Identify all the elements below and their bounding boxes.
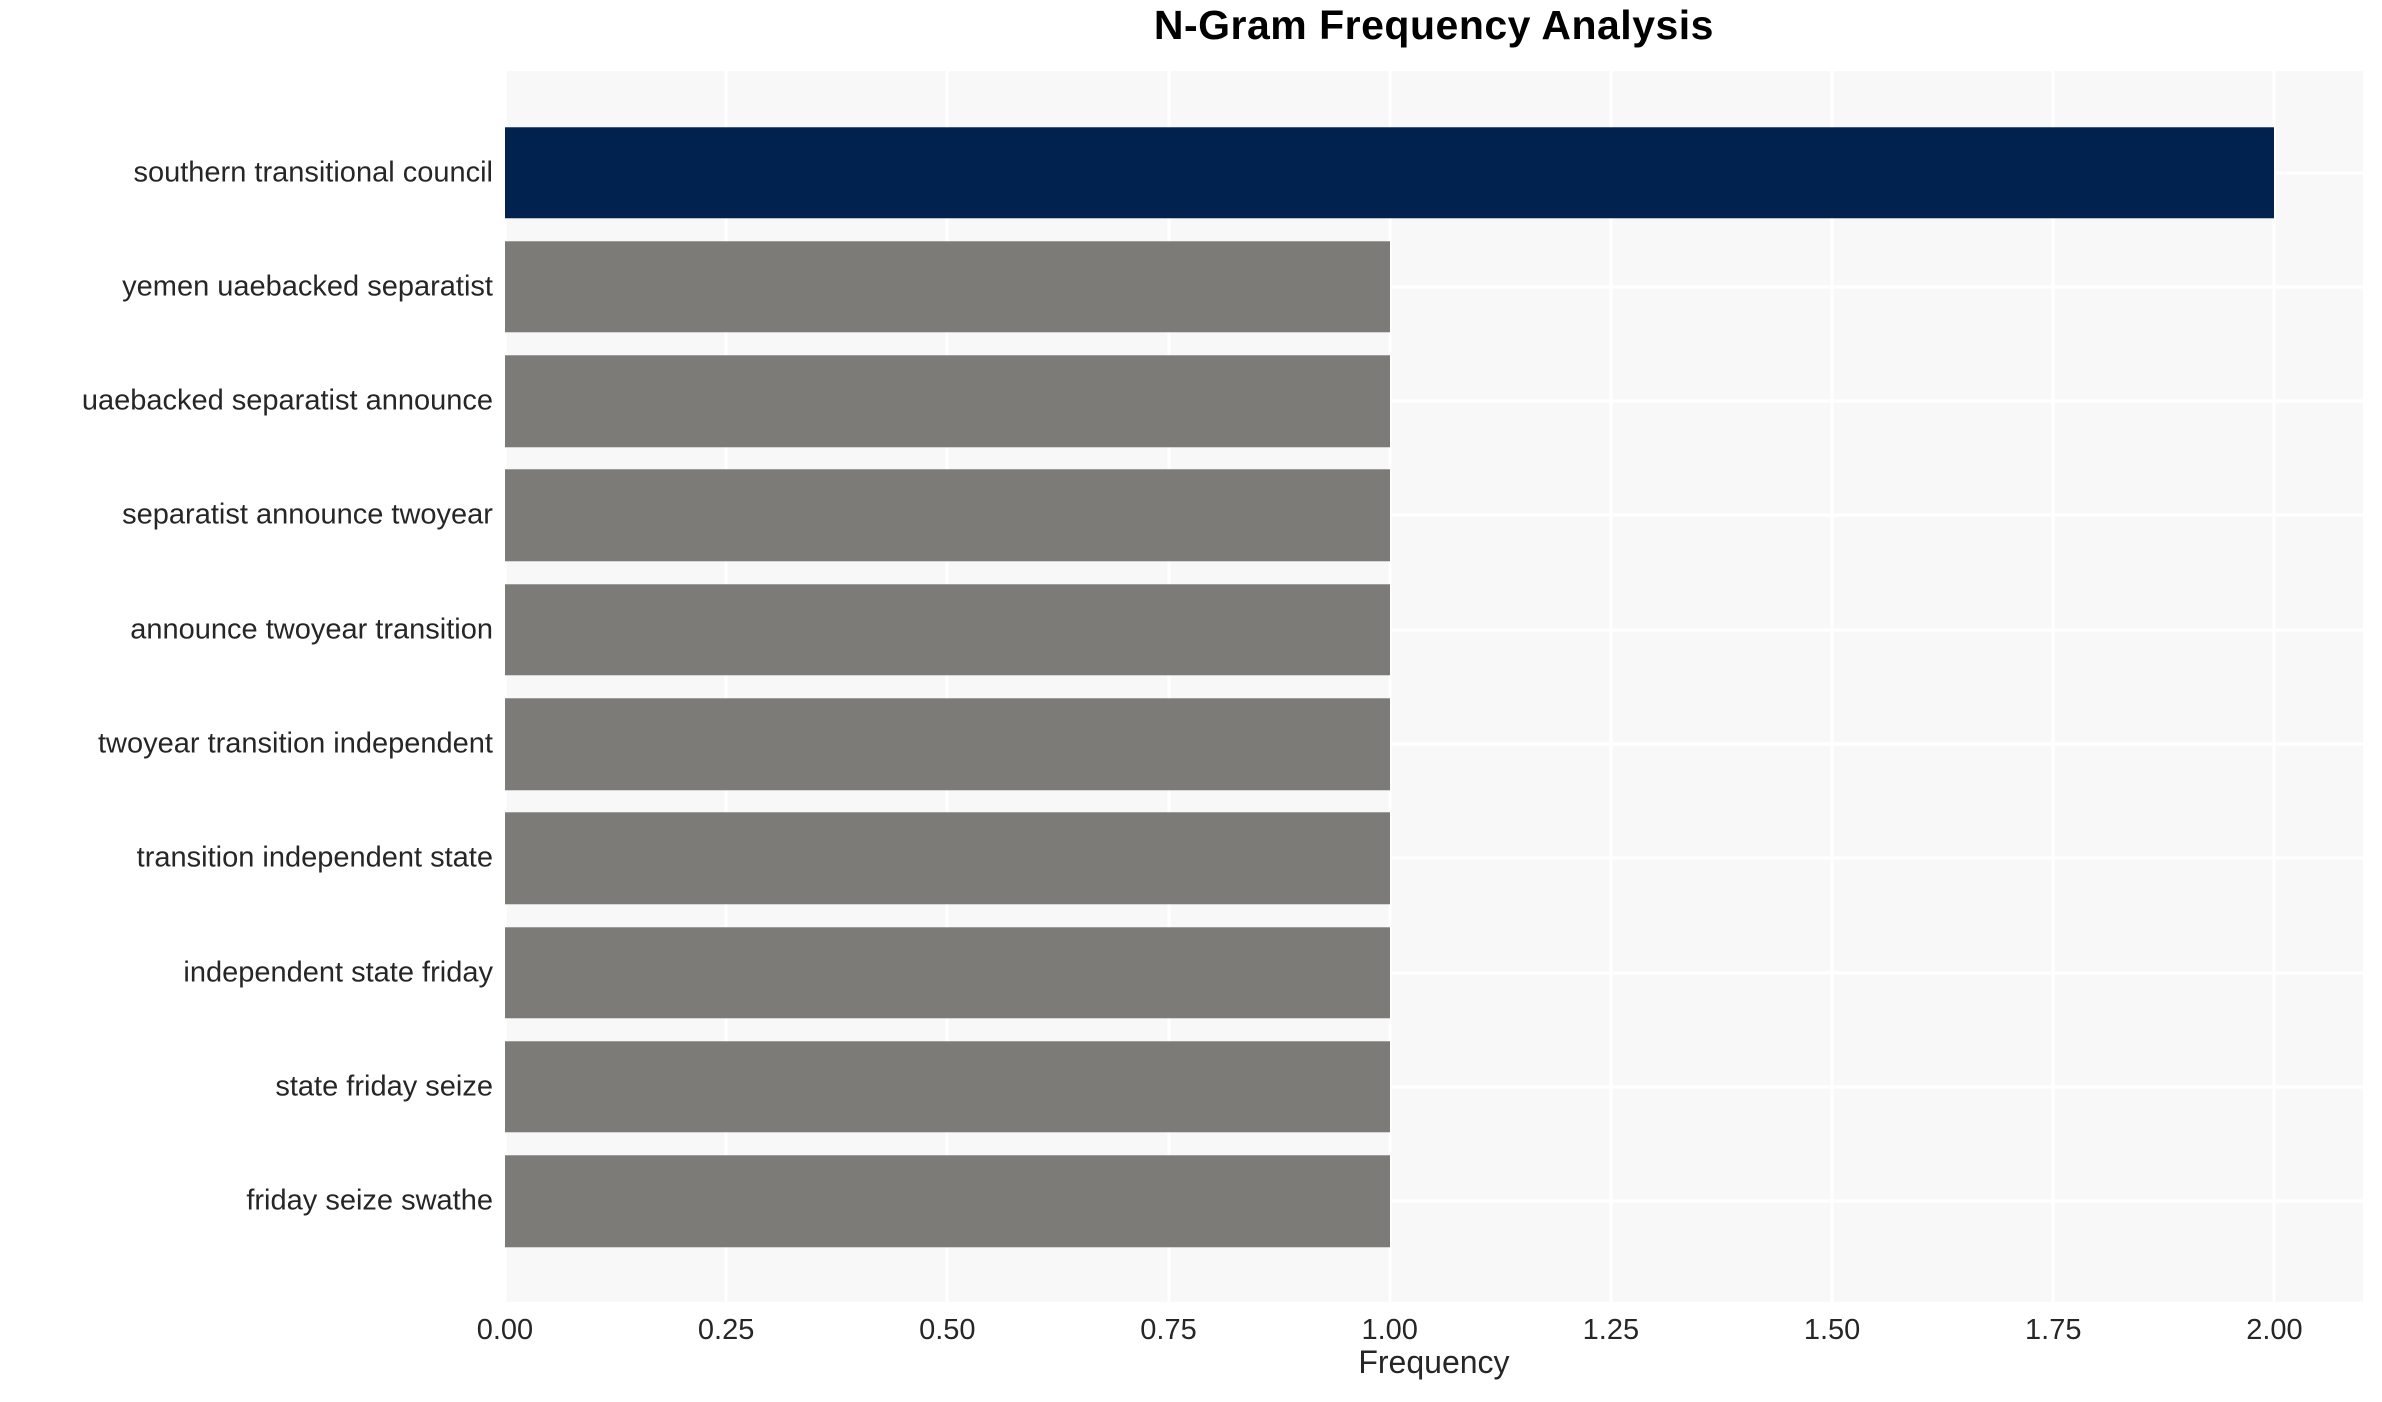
x-axis-tick-label: 0.50 (919, 1314, 976, 1347)
y-axis-label: twoyear transition independent (97, 727, 493, 760)
bar (504, 241, 1390, 333)
x-axis-tick-label: 1.75 (2025, 1314, 2082, 1347)
chart-title: N-Gram Frequency Analysis (1153, 2, 1714, 48)
y-axis-label: independent state friday (183, 956, 493, 989)
y-axis-label: state friday seize (275, 1070, 493, 1103)
gridline-vertical (1167, 70, 1171, 1302)
gridline-horizontal (504, 1085, 2363, 1089)
gridline-vertical (945, 70, 949, 1302)
x-axis-tick-label: 2.00 (2246, 1314, 2303, 1347)
x-axis-tick-label: 0.75 (1140, 1314, 1197, 1347)
gridline-vertical (2051, 70, 2055, 1302)
y-axis-label: southern transitional council (133, 156, 493, 189)
x-axis-tick-label: 0.00 (476, 1314, 534, 1347)
bar (504, 355, 1390, 447)
bar (504, 584, 1390, 676)
bar (504, 1041, 1390, 1133)
y-axis-labels: southern transitional council yemen uaeba… (0, 71, 493, 1302)
bar (504, 926, 1390, 1019)
gridline-vertical (503, 70, 507, 1302)
gridline-horizontal (504, 513, 2363, 517)
plot-area (503, 70, 2363, 1302)
x-axis-tick-label: 1.25 (1582, 1314, 1640, 1347)
gridline-vertical (1388, 70, 1392, 1302)
gridline-vertical (1609, 70, 1613, 1302)
y-axis-label: announce twoyear transition (130, 613, 493, 646)
gridline-horizontal (504, 971, 2363, 975)
bar (504, 469, 1390, 562)
gridline-vertical (724, 70, 728, 1302)
gridline-horizontal (504, 1199, 2363, 1203)
y-axis-label: transition independent state (136, 841, 493, 874)
gridline-horizontal (504, 856, 2363, 860)
gridline-horizontal (504, 399, 2363, 403)
y-axis-label: uaebacked separatist announce (81, 384, 493, 417)
x-axis-tick-label: 1.00 (1361, 1314, 1418, 1347)
y-axis-label: friday seize swathe (246, 1184, 493, 1217)
gridline-horizontal (504, 742, 2363, 746)
gridline-vertical (2272, 70, 2276, 1302)
y-axis-label: yemen uaebacked separatist (122, 270, 493, 303)
bar (504, 1155, 1390, 1247)
bar (504, 812, 1390, 905)
x-axis-title: Frequency (1358, 1344, 1510, 1380)
bar (504, 698, 1390, 790)
gridline-horizontal (504, 628, 2363, 632)
y-axis-label: separatist announce twoyear (122, 498, 493, 531)
x-axis-tick-label: 1.50 (1803, 1314, 1861, 1347)
x-axis-ticks: 0.00 0.25 0.50 0.75 1.00 1.25 1.50 1.75 2.00 (477, 1302, 2363, 1362)
bar (504, 126, 2275, 219)
x-axis-tick-label: 0.25 (697, 1314, 755, 1347)
gridline-horizontal (504, 285, 2363, 289)
gridline-vertical (1830, 70, 1834, 1302)
